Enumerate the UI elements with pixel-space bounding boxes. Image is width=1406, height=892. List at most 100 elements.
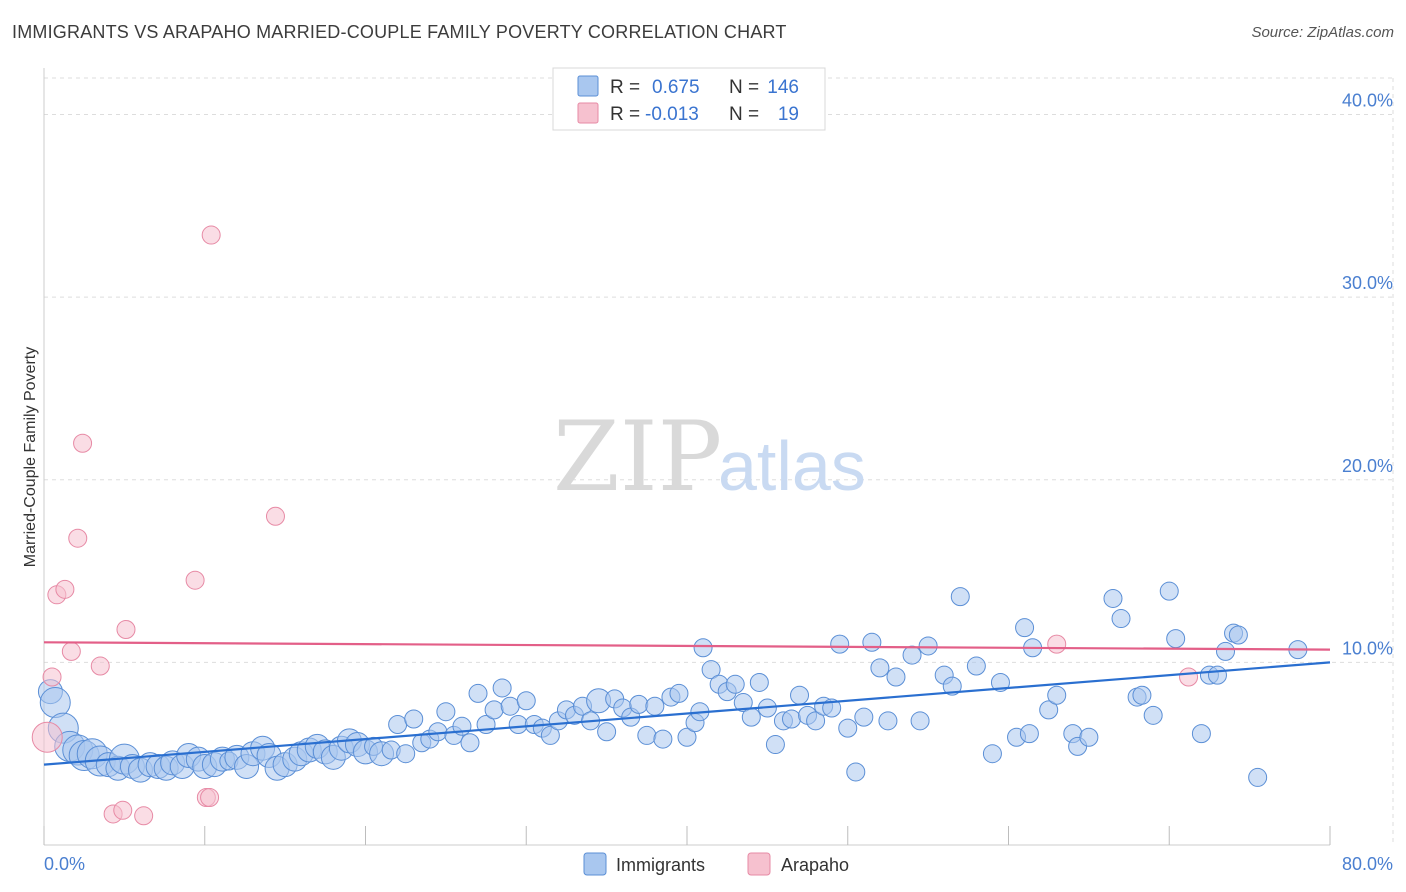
immigrants-point (1047, 685, 1067, 705)
arapaho-point (90, 656, 110, 676)
immigrants-point (637, 725, 657, 745)
immigrants-point (1015, 618, 1035, 638)
immigrants-points (37, 581, 1308, 787)
arapaho-point (73, 433, 93, 453)
arapaho-point (201, 225, 221, 245)
x-tick-label-max: 80.0% (1342, 854, 1393, 874)
y-tick-label: 10.0% (1342, 638, 1393, 658)
immigrants-point (846, 762, 866, 782)
immigrants-point (436, 702, 456, 722)
legend-n-label-arapaho: N = (729, 104, 759, 125)
immigrants-point (1103, 588, 1123, 608)
x-tick-label-min: 0.0% (44, 854, 85, 874)
immigrants-point (790, 685, 810, 705)
watermark-atlas: atlas (718, 427, 866, 505)
immigrants-point (822, 698, 842, 718)
correlation-legend: R = 0.675 N = 146 R = -0.013 N = 19 (552, 67, 826, 131)
immigrants-point (1143, 705, 1163, 725)
legend-r-value-immigrants: 0.675 (652, 77, 700, 98)
immigrants-point (460, 733, 480, 753)
immigrants-point (484, 700, 504, 720)
arapaho-point (61, 641, 81, 661)
bottom-legend-label-arapaho: Arapaho (781, 855, 849, 875)
arapaho-point (55, 579, 75, 599)
immigrants-point (870, 658, 890, 678)
immigrants-point (749, 672, 769, 692)
legend-r-label-immigrants: R = (610, 77, 640, 98)
arapaho-point (116, 620, 136, 640)
immigrants-point (862, 632, 882, 652)
legend-swatch-immigrants (577, 75, 599, 97)
x-axis-ticks (43, 826, 1331, 845)
immigrants-point (1191, 724, 1211, 744)
immigrants-point (733, 693, 753, 713)
arapaho-trend-line (43, 641, 1331, 651)
arapaho-points (31, 225, 1199, 826)
immigrants-point (404, 709, 424, 729)
immigrants-point (388, 714, 408, 734)
immigrants-point (693, 638, 713, 658)
immigrants-point (1166, 629, 1186, 649)
chart-title: IMMIGRANTS VS ARAPAHO MARRIED-COUPLE FAM… (12, 22, 787, 42)
immigrants-point (1216, 641, 1236, 661)
arapaho-point (1179, 667, 1199, 687)
legend-n-value-immigrants: 146 (767, 77, 799, 98)
immigrants-trend-line (43, 661, 1331, 766)
arapaho-point (134, 806, 154, 826)
bottom-legend-swatch-arapaho (747, 852, 771, 876)
immigrants-point (597, 722, 617, 742)
immigrants-point (1019, 724, 1039, 744)
immigrants-point (1248, 767, 1268, 787)
immigrants-point (701, 660, 721, 680)
immigrants-point (516, 691, 536, 711)
legend-r-value-arapaho: -0.013 (645, 104, 699, 125)
immigrants-point (629, 694, 649, 714)
arapaho-point (42, 667, 62, 687)
y-axis-label: Married-Couple Family Poverty (22, 347, 39, 568)
arapaho-point (185, 570, 205, 590)
legend-swatch-arapaho (577, 102, 599, 124)
immigrants-point (942, 676, 962, 696)
immigrants-point (468, 683, 488, 703)
immigrants-point (918, 636, 938, 656)
y-tick-label: 30.0% (1342, 273, 1393, 293)
immigrants-point (492, 678, 512, 698)
immigrants-point (500, 696, 520, 716)
immigrants-point (950, 587, 970, 607)
immigrants-point (910, 711, 930, 731)
y-tick-label: 40.0% (1342, 91, 1393, 111)
immigrants-point (878, 711, 898, 731)
bottom-legend-label-immigrants: Immigrants (616, 855, 705, 875)
legend-r-label-arapaho: R = (610, 104, 640, 125)
series-legend: Immigrants Arapaho (583, 852, 849, 876)
y-tick-label: 20.0% (1342, 456, 1393, 476)
arapaho-point (113, 800, 133, 820)
immigrants-point (765, 735, 785, 755)
immigrants-point (902, 645, 922, 665)
source-label: Source: ZipAtlas.com (1251, 24, 1394, 41)
immigrants-point (508, 714, 528, 734)
immigrants-point (1132, 685, 1152, 705)
arapaho-point (68, 528, 88, 548)
legend-n-value-arapaho: 19 (778, 104, 799, 125)
immigrants-point (1228, 625, 1248, 645)
immigrants-point (653, 729, 673, 749)
immigrants-point (990, 672, 1010, 692)
immigrants-point (677, 727, 697, 747)
immigrants-point (669, 683, 689, 703)
immigrants-point (741, 707, 761, 727)
immigrants-point (966, 656, 986, 676)
immigrants-point (886, 667, 906, 687)
watermark-zip: ZIP (553, 401, 722, 513)
immigrants-point (982, 744, 1002, 764)
arapaho-point (31, 721, 63, 753)
immigrants-point (806, 711, 826, 731)
arapaho-point (265, 506, 285, 526)
immigrants-point (781, 709, 801, 729)
immigrants-point (854, 707, 874, 727)
immigrants-point (1111, 609, 1131, 629)
arapaho-point (200, 788, 220, 808)
immigrants-point (1159, 581, 1179, 601)
immigrants-point (1079, 727, 1099, 747)
